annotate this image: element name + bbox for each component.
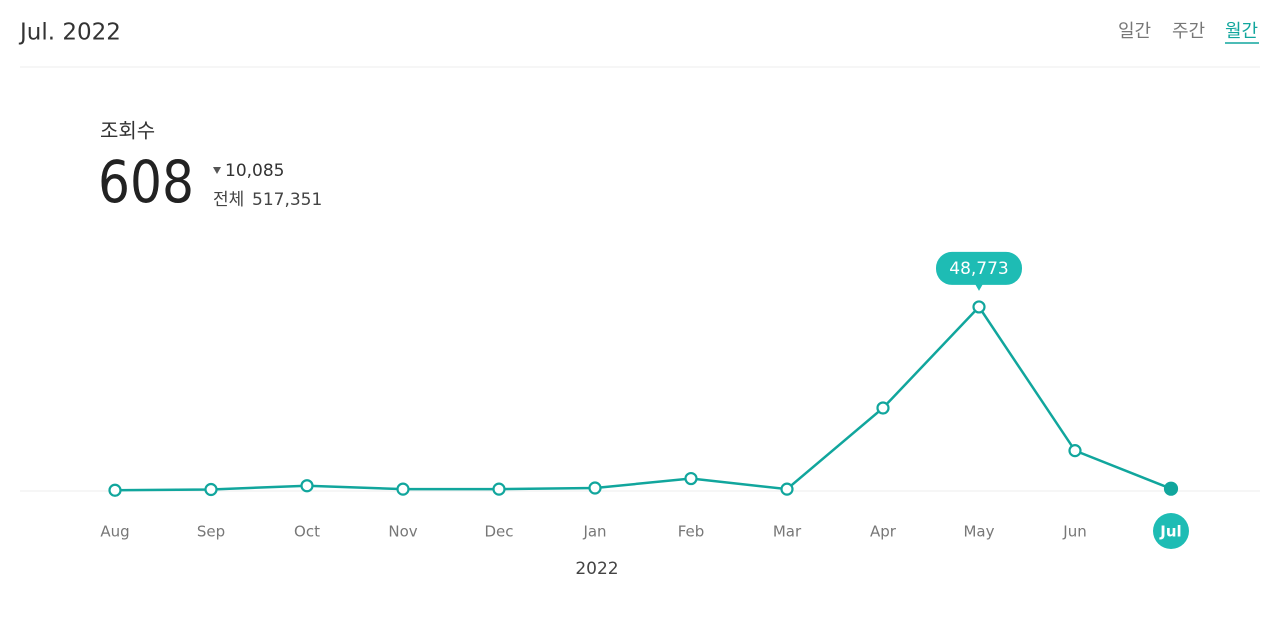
data-point[interactable]: [684, 471, 698, 486]
x-tick-label[interactable]: Nov: [388, 523, 417, 541]
stat-label: 조회수: [100, 119, 155, 143]
down-arrow: [213, 167, 221, 174]
data-point[interactable]: [492, 482, 506, 496]
data-point[interactable]: [1163, 481, 1179, 496]
series-line: [114, 304, 1172, 492]
data-point[interactable]: [972, 300, 986, 314]
stat-change: 10,085: [225, 161, 284, 181]
x-tick-label[interactable]: Aug: [100, 523, 129, 541]
x-tick-label[interactable]: Dec: [484, 523, 513, 541]
tooltip-pointer: [975, 283, 983, 291]
data-point[interactable]: [396, 482, 410, 496]
tab[interactable]: 주간: [1172, 21, 1205, 42]
data-point[interactable]: [108, 483, 122, 497]
total-label: 전체: [213, 190, 244, 210]
x-tick-label[interactable]: Oct: [294, 523, 320, 541]
data-point[interactable]: [780, 482, 794, 496]
x-tick-label[interactable]: Jul: [1159, 523, 1181, 541]
x-tick-label[interactable]: Jun: [1062, 523, 1086, 541]
tab[interactable]: 일간: [1118, 21, 1151, 42]
selected-month-bg: [1153, 513, 1189, 549]
page-title: Jul. 2022: [18, 20, 121, 46]
x-tick-label[interactable]: Sep: [197, 523, 225, 541]
data-point[interactable]: [876, 401, 890, 415]
data-point[interactable]: [1068, 444, 1082, 458]
stat-value: 608: [98, 148, 194, 216]
data-point[interactable]: [204, 482, 218, 497]
x-tick-label[interactable]: Jan: [582, 523, 606, 541]
total-value: 517,351: [252, 190, 322, 210]
tooltip-box: [936, 251, 1022, 285]
tab[interactable]: 월간: [1225, 21, 1258, 42]
data-point[interactable]: [588, 481, 602, 495]
x-tick-label[interactable]: Mar: [773, 523, 802, 541]
data-point[interactable]: [300, 479, 314, 493]
x-tick-label[interactable]: May: [963, 523, 994, 541]
x-tick-label[interactable]: Feb: [678, 523, 705, 541]
tooltip-value: 48,773: [949, 259, 1008, 279]
x-axis-label: 2022: [575, 559, 618, 579]
x-tick-label[interactable]: Apr: [870, 523, 897, 541]
